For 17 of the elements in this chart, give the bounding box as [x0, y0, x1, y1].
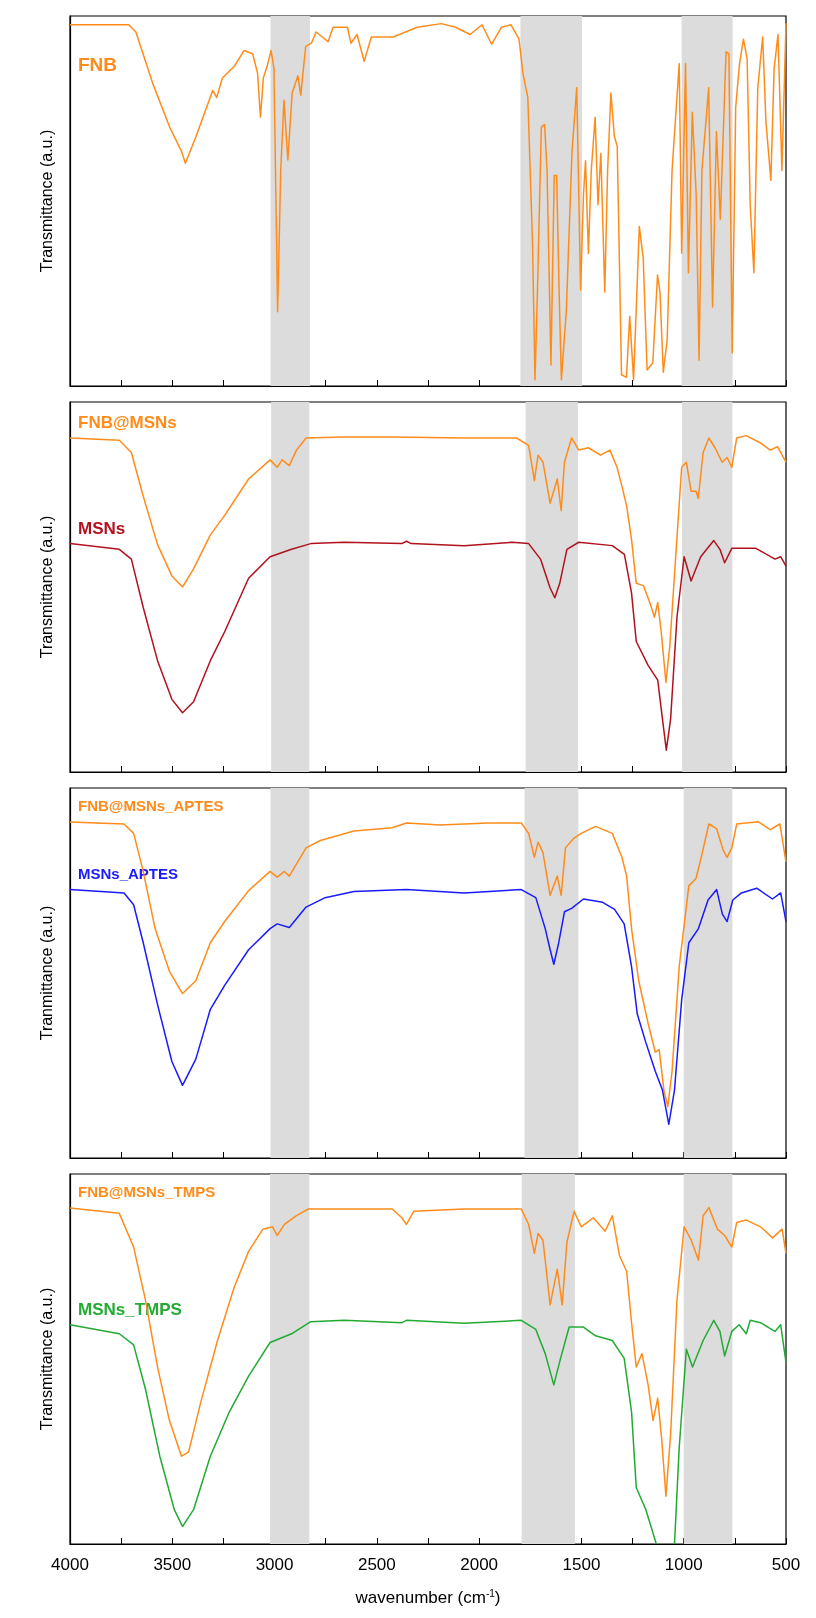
- x-tick-label: 3500: [153, 1555, 192, 1574]
- y-axis-title: Transmittance (a.u.): [37, 1287, 55, 1431]
- series-label: FNB@MSNs: [78, 412, 177, 432]
- y-axis-title: Transmittance (a.u.): [37, 515, 55, 659]
- series-label: FNB@MSNs_APTES: [78, 796, 224, 814]
- series-label: MSNs: [78, 518, 126, 538]
- x-tick-label: 2500: [357, 1555, 396, 1574]
- series-label: FNB: [78, 53, 118, 75]
- series-label: FNB@MSNs_TMPS: [78, 1182, 216, 1200]
- y-axis-title: Transmittance (a.u.): [37, 129, 55, 273]
- x-tick-label: 1000: [664, 1555, 703, 1574]
- y-axis-title: Tranmittance (a.u.): [37, 905, 55, 1041]
- x-tick-label: 1500: [562, 1555, 601, 1574]
- x-tick-label: 500: [771, 1555, 801, 1574]
- x-tick-label: 2000: [460, 1555, 499, 1574]
- x-tick-label: 4000: [51, 1555, 89, 1574]
- x-tick-label: 3000: [255, 1555, 294, 1574]
